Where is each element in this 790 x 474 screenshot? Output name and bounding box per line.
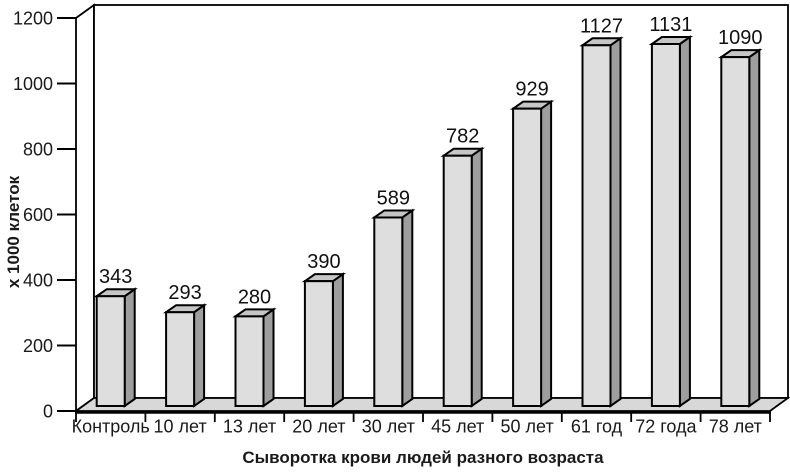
left-wall <box>75 3 95 413</box>
bar-value-label: 293 <box>168 282 201 304</box>
bar-front-face <box>303 280 334 408</box>
category-label: 45 лет <box>431 417 484 437</box>
bar-value-label: 343 <box>99 266 132 288</box>
bar-side-face <box>262 307 275 408</box>
category-label: 13 лет <box>223 417 276 437</box>
bar-value-label: 1090 <box>718 27 763 49</box>
bar-front-face <box>650 43 681 407</box>
y-tick-label: 400 <box>23 271 53 291</box>
bar-front-face <box>512 107 543 407</box>
y-tick-label: 600 <box>23 205 53 225</box>
y-axis-title: х 1000 клеток <box>4 175 23 288</box>
bar-group-1: 293 <box>162 282 208 408</box>
bar-front-face <box>373 216 404 407</box>
bar-group-7: 1127 <box>579 15 624 408</box>
bar-side-face <box>193 303 206 408</box>
bar-group-6: 929 <box>509 79 555 408</box>
category-label: 10 лет <box>154 417 207 437</box>
bar-front-face <box>234 315 265 407</box>
y-tick-label: 800 <box>23 140 53 160</box>
bar-side-face <box>540 99 553 408</box>
bar-value-label: 782 <box>446 126 479 148</box>
category-label: 72 года <box>635 417 697 437</box>
bar-value-label: 1127 <box>580 15 623 37</box>
category-label: 30 лет <box>362 417 415 437</box>
bar-value-label: 589 <box>377 187 410 209</box>
bar-group-3: 390 <box>301 251 347 408</box>
bar-front-face <box>95 295 126 407</box>
category-label: 20 лет <box>292 417 345 437</box>
y-tick-label: 1000 <box>13 74 53 94</box>
bar-side-face <box>609 36 622 408</box>
bar-side-face <box>401 208 414 408</box>
bar-side-face <box>331 272 344 408</box>
chart-bars: 343 293 280 390 589 782 929 1127 1131 1090 <box>93 14 763 408</box>
bar-front-face <box>165 311 196 407</box>
bar-side-face <box>123 287 136 408</box>
bar-value-label: 929 <box>515 79 548 101</box>
bar-value-label: 280 <box>238 286 271 308</box>
bar-group-8: 1131 <box>648 14 694 408</box>
x-axis-title: Сыворотка крови людей разного возраста <box>242 448 604 467</box>
bar-front-face <box>581 44 612 408</box>
bar-group-4: 589 <box>371 187 416 408</box>
bar-group-2: 280 <box>232 286 277 408</box>
y-tick-label: 200 <box>23 336 53 356</box>
bar-front-face <box>442 154 473 407</box>
chart-axes: Контроль 10 лет 13 лет 20 лет 30 лет 45 лет 50… <box>13 9 771 437</box>
bar-side-face <box>678 35 691 408</box>
category-label: 78 лет <box>709 417 762 437</box>
bar-value-label: 390 <box>307 251 340 273</box>
bar-front-face <box>720 56 751 408</box>
bar-group-0: 343 <box>93 266 138 408</box>
category-label: Контроль <box>72 417 150 437</box>
bar-side-face <box>748 48 761 408</box>
bar-value-label: 1131 <box>649 14 692 36</box>
y-tick-label: 1200 <box>13 9 53 29</box>
y-tick-label: 0 <box>43 402 53 422</box>
bar-group-9: 1090 <box>718 27 763 408</box>
bar-group-5: 782 <box>440 126 485 408</box>
category-label: 61 год <box>571 417 623 437</box>
bar-side-face <box>470 146 483 408</box>
category-label: 50 лет <box>501 417 554 437</box>
